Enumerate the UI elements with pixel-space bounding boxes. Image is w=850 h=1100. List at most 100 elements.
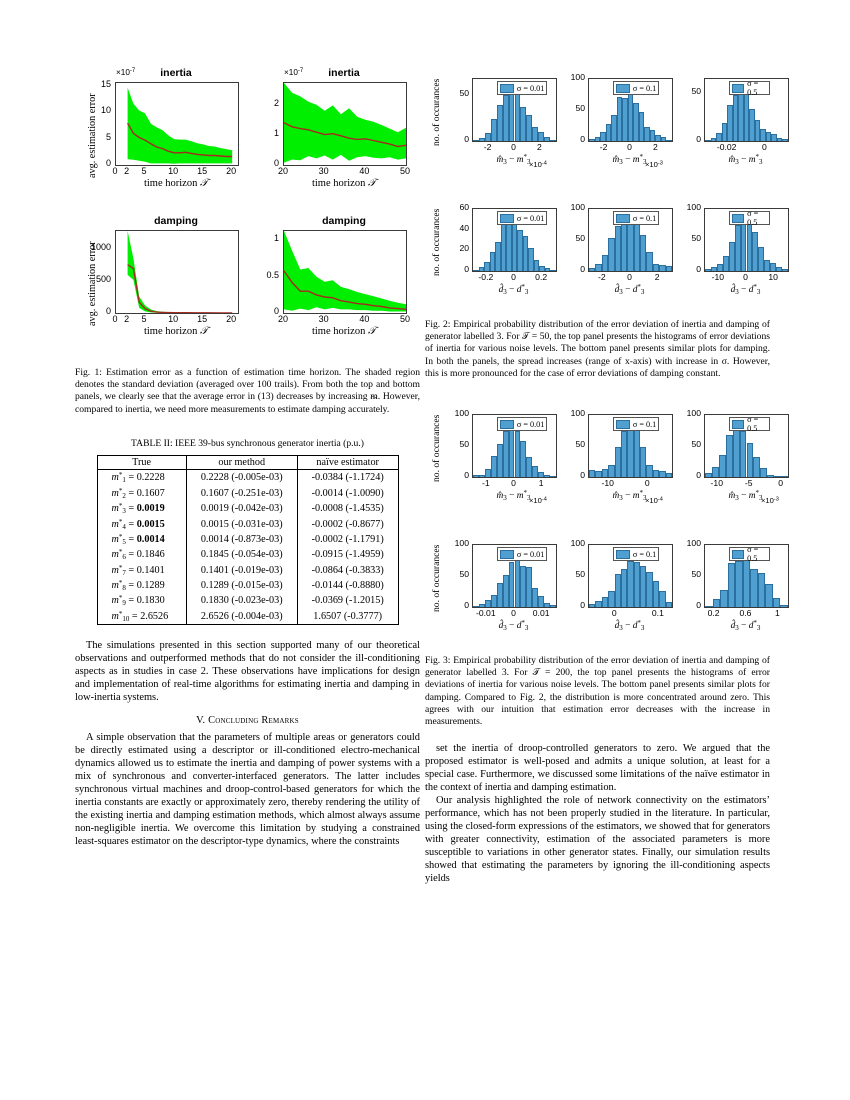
table-row: m*2 = 0.1607 0.1607 (-0.251e-03) -0.0014 (… xyxy=(98,485,398,501)
figure-3-bar xyxy=(502,575,509,608)
figure-2-y-tick: 0 xyxy=(580,264,585,274)
table-cell-naive-estimator: 1.6507 (-0.3777) xyxy=(296,608,398,624)
figure-1-y-tick: 1 xyxy=(273,128,279,139)
table-cell-our-method: 0.0014 (-0.873e-03) xyxy=(185,531,298,548)
figure-3-legend-label: σ = 0.1 xyxy=(632,419,657,429)
figure-2-bar xyxy=(539,265,545,271)
figure-2-bar xyxy=(550,140,556,141)
figure-3-x-exponent: ×10-4 xyxy=(645,496,663,506)
figure-1-x-tick: 2 xyxy=(124,314,130,324)
figure-3-bar xyxy=(725,434,733,478)
figure-2-bar xyxy=(646,251,653,271)
right-paragraph-2: Our analysis highlighted the role of net… xyxy=(425,795,770,885)
figure-2-legend: σ = 0.1 xyxy=(612,211,660,225)
figure-3-bar xyxy=(665,473,672,478)
figure-2-y-tick: 100 xyxy=(570,202,585,212)
figure-2-legend-swatch xyxy=(731,213,745,223)
figure-1-axes xyxy=(115,82,239,166)
section-number: V. xyxy=(196,714,206,726)
figure-3-bar xyxy=(705,605,713,608)
figure-2-x-tick: 0 xyxy=(761,142,767,152)
figure-3-bar xyxy=(772,598,781,608)
figure-2-bar xyxy=(608,237,615,271)
figure-1-y-tick: 0.5 xyxy=(266,269,279,280)
figure-2-x-axis-label: d̂3 − d*3 xyxy=(614,283,645,296)
figure-3-bar xyxy=(526,566,533,608)
figure-2-y-tick: 0 xyxy=(580,134,585,144)
figure-3-bar xyxy=(544,474,551,478)
figure-1-x-axis-label: time horizon 𝒯 xyxy=(311,326,377,337)
table-cell-true: m*4 = 0.0015 xyxy=(111,517,165,531)
figure-3-bar xyxy=(478,474,485,478)
figure-2-bar xyxy=(528,248,534,271)
figure-3-x-tick: 0.6 xyxy=(739,608,752,619)
figure-2-y-tick: 100 xyxy=(686,202,701,212)
figure-2-bar xyxy=(478,266,485,271)
figure-3-x-exponent: ×10-4 xyxy=(529,496,547,506)
figure-2-bar xyxy=(644,126,650,141)
figure-3-legend-label: σ = 0.01 xyxy=(516,549,545,559)
table-row: m*7 = 0.1401 0.1401 (-0.019e-03) -0.0864 (… xyxy=(98,562,398,578)
figure-2-legend-label: σ = 0.01 xyxy=(516,83,545,93)
figure-3-y-tick: 0 xyxy=(696,600,701,611)
figure-2-y-tick: 50 xyxy=(575,103,585,113)
table-2-frame: True our method naïve estimator m*1 = 0.222… xyxy=(96,454,399,625)
figure-2-bar xyxy=(640,235,647,271)
figure-1-y-tick: 2 xyxy=(273,98,279,109)
figure-3-x-axis-label: d̂3 − d*3 xyxy=(730,619,761,633)
figure-2-caption: Fig. 2: Empirical probability distributi… xyxy=(425,319,770,379)
figure-1-y-tick: 1000 xyxy=(90,242,111,253)
figure-2-x-axis-label: d̂3 − d*3 xyxy=(498,283,529,296)
figure-2-y-tick: 50 xyxy=(459,88,469,99)
figure-3-legend-swatch xyxy=(615,549,630,559)
table-cell-our-method: 0.1401 (-0.019e-03) xyxy=(185,562,298,578)
figure-3-bar xyxy=(620,568,628,608)
figure-1-x-axis-label: time horizon 𝒯 xyxy=(311,178,377,189)
figure-3-bar xyxy=(520,566,527,608)
figure-3-x-tick: 0.1 xyxy=(651,608,664,619)
figure-3-x-tick: -5 xyxy=(744,478,753,489)
figure-1-panel-title: inertia xyxy=(328,67,360,79)
figure-3-bar xyxy=(646,465,653,478)
figure-3-bar xyxy=(550,605,556,608)
figure-1-x-tick: 5 xyxy=(141,166,147,176)
figure-2-legend: σ = 0.1 xyxy=(612,81,660,95)
figure-3-legend-swatch xyxy=(615,419,630,429)
figure-2-x-tick: 0 xyxy=(627,142,632,152)
figure-1-x-tick: 0 xyxy=(112,314,118,324)
figure-1-y-tick: 0 xyxy=(273,158,279,168)
section-heading: V. Concluding Remarks xyxy=(75,715,420,726)
figure-2-bar xyxy=(601,254,609,271)
figure-2-y-tick: 20 xyxy=(459,243,469,254)
figure-3-bar xyxy=(473,605,479,608)
figure-3-bar xyxy=(767,475,775,478)
figure-1-x-tick: 10 xyxy=(168,314,179,324)
figure-3-bar xyxy=(739,430,747,478)
figure-3-bar xyxy=(496,582,503,608)
figure-1-axes xyxy=(283,82,407,166)
figure-3-y-tick: 100 xyxy=(454,538,469,549)
figure-3-legend-label: σ = 0.01 xyxy=(516,419,545,429)
figure-1-y-tick: 0 xyxy=(105,306,111,316)
figure-3-bar xyxy=(652,469,660,478)
figure-3-x-tick: 1 xyxy=(538,478,544,489)
table-cell-naive-estimator: -0.0384 (-1.1724) xyxy=(296,469,398,486)
table-row: m*6 = 0.1846 0.1845 (-0.054e-03) -0.0915 (… xyxy=(98,547,398,563)
table-cell-our-method: 0.1607 (-0.251e-03) xyxy=(185,485,298,501)
figure-1-y-tick: 0 xyxy=(105,158,111,168)
figure-2-x-tick: 0 xyxy=(511,142,516,152)
figure-3-x-tick: 0 xyxy=(611,608,617,619)
figure-2-y-tick: 0 xyxy=(696,264,701,274)
figure-3: no. of occurances no. of occurances σ = 0.… xyxy=(425,396,789,648)
figure-3-legend-swatch xyxy=(499,419,514,429)
figure-3-bar xyxy=(746,442,754,478)
figure-2-x-tick: 2 xyxy=(537,142,542,152)
figure-3-bar xyxy=(484,600,491,608)
figure-1-x-tick: 50 xyxy=(399,314,410,324)
figure-2-x-exponent: ×10-4 xyxy=(529,160,547,169)
figure-2-bar xyxy=(533,259,540,271)
figure-3-bar xyxy=(705,473,712,478)
table-cell-naive-estimator: -0.0008 (-1.4535) xyxy=(296,500,398,517)
figure-2-y-tick: 100 xyxy=(570,72,585,82)
figure-2-x-axis-label: m̂3 − m*3 xyxy=(612,153,647,166)
